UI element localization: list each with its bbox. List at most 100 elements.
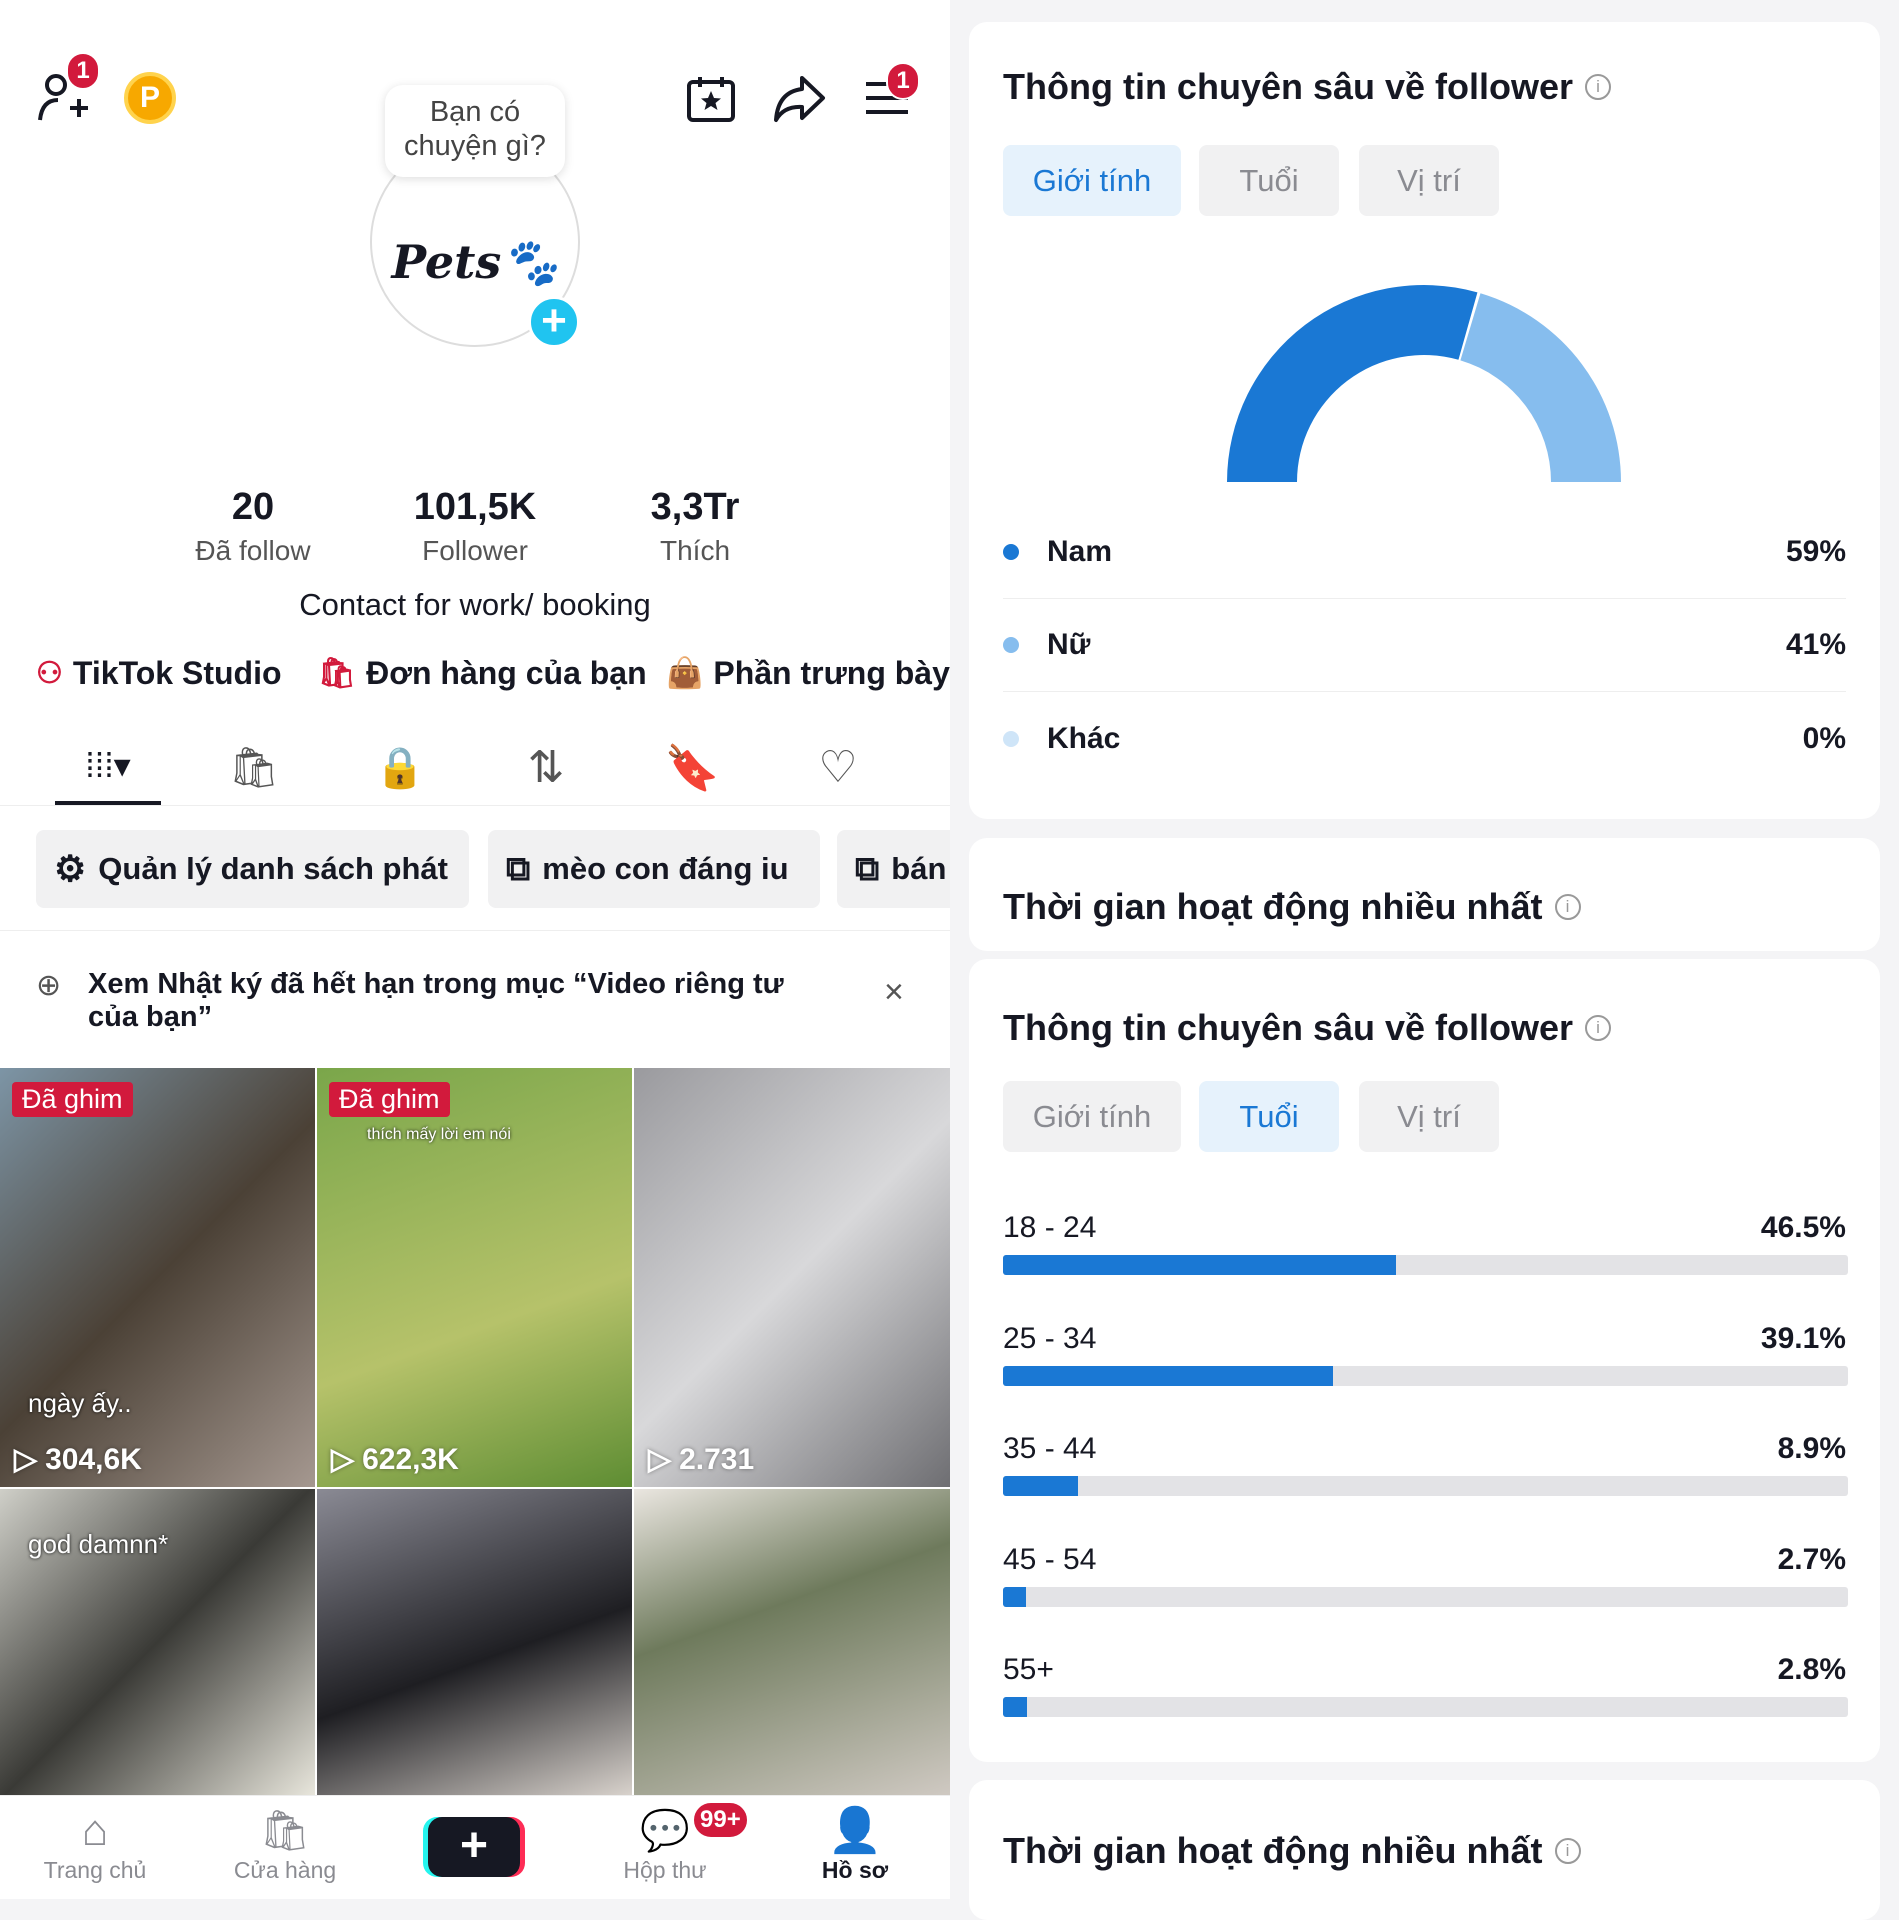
- tab-age[interactable]: Tuổi: [1199, 145, 1339, 216]
- age-label: 25 - 34: [1003, 1321, 1097, 1355]
- playlist-chip[interactable]: ⧉ bán: [837, 830, 950, 908]
- tab-location[interactable]: Vị trí: [1359, 145, 1499, 216]
- donut-segment-1: [1460, 293, 1621, 482]
- view-count: ▷ 304,6K: [14, 1442, 142, 1477]
- video-thumbnail[interactable]: Đã ghim thích mấy lời em nói ▷ 622,3K: [317, 1068, 632, 1487]
- tab-gender[interactable]: Giới tính: [1003, 145, 1181, 216]
- tab-saved[interactable]: 🔖: [619, 730, 765, 805]
- playlist-chip[interactable]: ⧉ mèo con đáng iu: [488, 830, 820, 908]
- tiktok-studio-link[interactable]: ⚇ TikTok Studio: [36, 655, 282, 692]
- nav-home[interactable]: ⌂ Trang chủ: [0, 1805, 190, 1884]
- share-icon[interactable]: [772, 74, 826, 124]
- tab-age[interactable]: Tuổi: [1199, 1081, 1339, 1152]
- manage-playlists-chip[interactable]: ⚙ Quản lý danh sách phát: [36, 830, 469, 908]
- pets-logo: Pets🐾: [391, 234, 559, 289]
- age-label: 18 - 24: [1003, 1211, 1097, 1244]
- likes-count[interactable]: 3,3Tr: [650, 486, 740, 528]
- age-value: 8.9%: [1777, 1432, 1846, 1465]
- follower-label: Follower: [422, 535, 528, 566]
- calendar-star-icon[interactable]: [686, 74, 736, 124]
- video-grid: Đã ghim ngày ấy.. ▷ 304,6K Đã ghim thích mấy …: [0, 1068, 950, 1795]
- view-count: ▷ 2.731: [648, 1442, 755, 1477]
- tab-location[interactable]: Vị trí: [1359, 1081, 1499, 1152]
- info-icon[interactable]: i: [1554, 894, 1581, 920]
- legend-label: Nữ: [1047, 628, 1091, 661]
- nav-inbox[interactable]: 💬 Hộp thư 99+: [570, 1801, 760, 1884]
- following-count[interactable]: 20: [231, 486, 275, 528]
- tab-liked[interactable]: ♡: [765, 730, 911, 805]
- age-row: 55+ 2.8%: [1003, 1653, 1846, 1687]
- video-thumbnail[interactable]: ▷ 2.731: [634, 1068, 950, 1487]
- age-bar: [1003, 1586, 1026, 1607]
- age-row: 18 - 24 46.5%: [1003, 1211, 1846, 1245]
- chip-label: mèo con đáng iu: [542, 851, 789, 886]
- age-bar-track: [1003, 1255, 1848, 1275]
- info-icon[interactable]: i: [1554, 1838, 1581, 1864]
- age-value: 39.1%: [1760, 1321, 1846, 1355]
- menu-button[interactable]: 1: [864, 62, 920, 121]
- video-caption: god damnn*: [28, 1529, 169, 1559]
- nav-shop[interactable]: 🛍 Cửa hàng: [190, 1805, 380, 1884]
- follower-count[interactable]: 101,5K: [413, 486, 537, 528]
- activity-card: Thời gian hoạt động nhiều nhất i: [969, 838, 1880, 951]
- info-icon[interactable]: i: [1585, 74, 1612, 100]
- nav-profile[interactable]: 👤 Hồ sơ: [760, 1805, 950, 1884]
- repost-icon: ⇅: [527, 743, 565, 792]
- content-tabs: ⁞⁞⁞▾ 🛍 🔒 ⇅ 🔖 ♡: [0, 730, 950, 806]
- video-thumbnail[interactable]: god damnn*: [0, 1489, 315, 1795]
- age-insights-card: Thông tin chuyên sâu về follower i Giới t…: [969, 959, 1880, 1762]
- activity-card: Thời gian hoạt động nhiều nhất i: [969, 1780, 1880, 1920]
- link-label: Phần trưng bày: [713, 655, 950, 691]
- link-label: Đơn hàng của bạn: [366, 655, 647, 691]
- age-bar-track: [1003, 1476, 1848, 1496]
- gender-insights-card: Thông tin chuyên sâu về follower i Giới t…: [969, 22, 1880, 819]
- tab-reposts[interactable]: ⇅: [473, 730, 619, 805]
- age-value: 2.7%: [1777, 1542, 1846, 1576]
- tab-gender[interactable]: Giới tính: [1003, 1081, 1181, 1152]
- nav-label: Hồ sơ: [821, 1857, 889, 1883]
- showcase-link[interactable]: 👜 Phần trưng bày: [666, 655, 950, 692]
- bio: Contact for work/ booking: [299, 587, 651, 622]
- age-bar: [1003, 1697, 1027, 1717]
- age-bar-track: [1003, 1365, 1848, 1386]
- nav-label: Trang chủ: [43, 1857, 147, 1883]
- coin-button[interactable]: P: [124, 72, 176, 124]
- age-bar-track: [1003, 1697, 1848, 1717]
- video-caption: thích mấy lời em nói: [367, 1126, 511, 1143]
- card-title: Thông tin chuyên sâu về follower: [1003, 66, 1574, 107]
- pinned-badge: Đã ghim: [12, 1082, 133, 1117]
- play-icon: ▷: [331, 1443, 355, 1476]
- avatar[interactable]: Pets🐾: [370, 137, 580, 347]
- video-thumbnail[interactable]: [634, 1489, 950, 1795]
- play-icon: ▷: [648, 1443, 672, 1476]
- legend-dot: [1003, 544, 1019, 560]
- inbox-badge: 99+: [692, 1801, 749, 1839]
- chip-label: Quản lý danh sách phát: [98, 851, 448, 886]
- grid-icon: ⁞⁞⁞▾: [85, 746, 131, 785]
- donut-segment-0: [1227, 285, 1478, 482]
- create-button[interactable]: +: [428, 1817, 520, 1877]
- status-bubble[interactable]: Bạn có chuyện gì?: [385, 85, 565, 177]
- tab-videos[interactable]: ⁞⁞⁞▾: [55, 730, 161, 805]
- gear-icon: ⚙: [54, 848, 87, 889]
- inbox-icon: 💬: [640, 1809, 690, 1853]
- info-icon[interactable]: i: [1585, 1015, 1612, 1041]
- age-row: 45 - 54 2.7%: [1003, 1543, 1846, 1577]
- nav-label: Cửa hàng: [233, 1857, 337, 1883]
- add-friend-button[interactable]: 1: [36, 52, 100, 131]
- video-thumbnail[interactable]: [317, 1489, 632, 1795]
- tab-shop[interactable]: 🛍: [181, 730, 327, 805]
- orders-link[interactable]: 🛍 Đơn hàng của bạn: [318, 655, 647, 692]
- tab-private[interactable]: 🔒: [327, 730, 473, 805]
- legend-dot: [1003, 637, 1019, 653]
- shop-bag-icon: 🛍: [228, 746, 280, 790]
- age-value: 2.8%: [1777, 1653, 1846, 1686]
- video-thumbnail[interactable]: Đã ghim ngày ấy.. ▷ 304,6K: [0, 1068, 315, 1487]
- notification-badge: 1: [886, 62, 920, 100]
- add-avatar-button[interactable]: +: [528, 296, 580, 348]
- legend-row: Nam 59%: [1003, 506, 1846, 599]
- legend-value: 0%: [1802, 721, 1846, 755]
- age-row: 25 - 34 39.1%: [1003, 1322, 1846, 1356]
- play-icon: ▷: [14, 1443, 38, 1476]
- close-notice-button[interactable]: ×: [884, 973, 904, 1011]
